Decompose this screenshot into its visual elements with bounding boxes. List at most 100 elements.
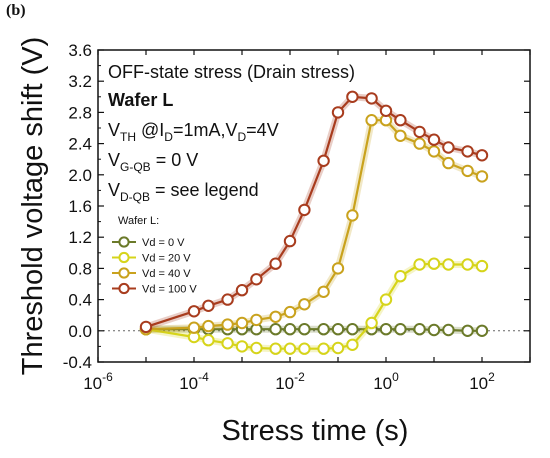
- data-point: [427, 145, 441, 158]
- data-point: [427, 133, 441, 146]
- annotation-vg-qb: VG-QB = 0 V: [108, 150, 198, 174]
- data-point: [331, 262, 345, 275]
- data-point: [235, 340, 249, 353]
- data-point: [298, 298, 311, 311]
- y-tick-label: 0.4: [68, 291, 92, 310]
- data-point: [475, 170, 489, 183]
- data-point: [475, 149, 489, 162]
- data-point: [202, 334, 215, 347]
- data-point: [413, 323, 426, 336]
- annotation-wafer: Wafer L: [108, 90, 173, 110]
- data-point: [346, 323, 359, 336]
- data-point: [442, 323, 455, 337]
- data-point: [461, 324, 474, 337]
- annotation-vth-condition: VTH @ID=1mA,VD=4V: [108, 120, 279, 144]
- data-point: [283, 323, 297, 336]
- data-point: [298, 323, 311, 336]
- data-point: [442, 156, 455, 170]
- panel-label: (b): [6, 2, 26, 19]
- legend-title: Wafer L:: [118, 215, 159, 227]
- data-point: [269, 310, 282, 323]
- y-tick-label: 1.6: [68, 197, 92, 216]
- y-tick-label: -0.4: [63, 353, 92, 372]
- data-point: [475, 324, 489, 337]
- axes-layer: -0.4 0.0 0.4 0.8 1.2 1.6 2.0 2.4 2.8 3.2 3.6 10-6 10…: [63, 41, 531, 393]
- data-point: [365, 114, 378, 127]
- x-tick-label: 10-2: [275, 370, 305, 393]
- data-point: [331, 341, 345, 355]
- y-tick-label: 3.2: [68, 72, 92, 91]
- data-point: [331, 323, 345, 336]
- y-tick-label: 2.4: [68, 135, 92, 154]
- legend-swatch-marker: [118, 267, 130, 279]
- data-point: [298, 342, 311, 355]
- data-point: [379, 323, 393, 336]
- data-point: [394, 323, 407, 336]
- data-point: [283, 342, 297, 355]
- data-point: [269, 257, 282, 270]
- y-tick-label: 0.0: [68, 322, 92, 341]
- data-point: [365, 316, 378, 330]
- data-point: [202, 299, 215, 312]
- data-point: [202, 319, 215, 333]
- x-tick-label: 100: [373, 370, 399, 393]
- data-point: [235, 316, 249, 330]
- x-tick-label: 10-4: [179, 370, 209, 393]
- data-point: [331, 106, 345, 119]
- data-point: [221, 318, 234, 331]
- legend: Vd = 0 V Vd = 20 V Vd = 40 V Vd = 100 V: [112, 236, 197, 296]
- y-tick-label: 2.0: [68, 166, 92, 185]
- series-1: [139, 257, 489, 355]
- data-point: [475, 259, 489, 273]
- x-axis-title: Stress time (s): [222, 415, 409, 447]
- y-tick-label: 0.8: [68, 259, 92, 278]
- data-point: [461, 258, 474, 271]
- legend-swatch-marker: [118, 236, 130, 248]
- data-point: [235, 284, 249, 297]
- y-axis-title: Threshold voltage shift (V): [17, 37, 49, 375]
- series-3: [139, 90, 489, 334]
- x-tick-label: 102: [469, 370, 495, 393]
- legend-label: Vd = 40 V: [142, 268, 191, 280]
- data-point: [298, 203, 311, 217]
- legend-label: Vd = 100 V: [142, 284, 197, 296]
- data-point: [346, 338, 359, 351]
- data-point: [346, 90, 359, 104]
- data-point: [427, 257, 441, 270]
- x-tick-label: 10-6: [83, 370, 113, 393]
- y-tick-label: 3.6: [68, 41, 92, 60]
- data-point: [365, 92, 378, 105]
- legend-swatch-marker: [118, 282, 130, 295]
- data-point: [413, 137, 426, 150]
- data-point: [221, 337, 234, 350]
- y-tick-label: 1.2: [68, 228, 92, 247]
- data-point: [442, 141, 455, 154]
- annotation-stress-type: OFF-state stress (Drain stress): [108, 62, 355, 82]
- data-point: [250, 341, 263, 355]
- y-tick-label: 2.8: [68, 103, 92, 122]
- series-2: [139, 114, 489, 336]
- data-point: [427, 323, 441, 337]
- data-point: [187, 321, 201, 334]
- data-point: [379, 293, 393, 306]
- legend-label: Vd = 20 V: [142, 253, 191, 265]
- data-point: [317, 323, 330, 336]
- data-point: [269, 342, 282, 355]
- data-point: [442, 258, 455, 271]
- data-point: [317, 285, 330, 298]
- data-point: [317, 342, 330, 355]
- series-layer: [139, 90, 489, 355]
- data-point: [461, 164, 474, 178]
- data-point: [413, 125, 426, 139]
- data-point: [187, 305, 201, 318]
- data-point: [379, 104, 393, 118]
- data-point: [413, 258, 426, 271]
- data-point: [394, 114, 407, 127]
- legend-label: Vd = 0 V: [142, 237, 185, 249]
- data-point: [283, 305, 297, 319]
- data-point: [250, 313, 263, 327]
- data-point: [139, 320, 153, 334]
- data-point: [394, 270, 407, 283]
- data-point: [394, 129, 407, 143]
- data-point: [317, 154, 330, 168]
